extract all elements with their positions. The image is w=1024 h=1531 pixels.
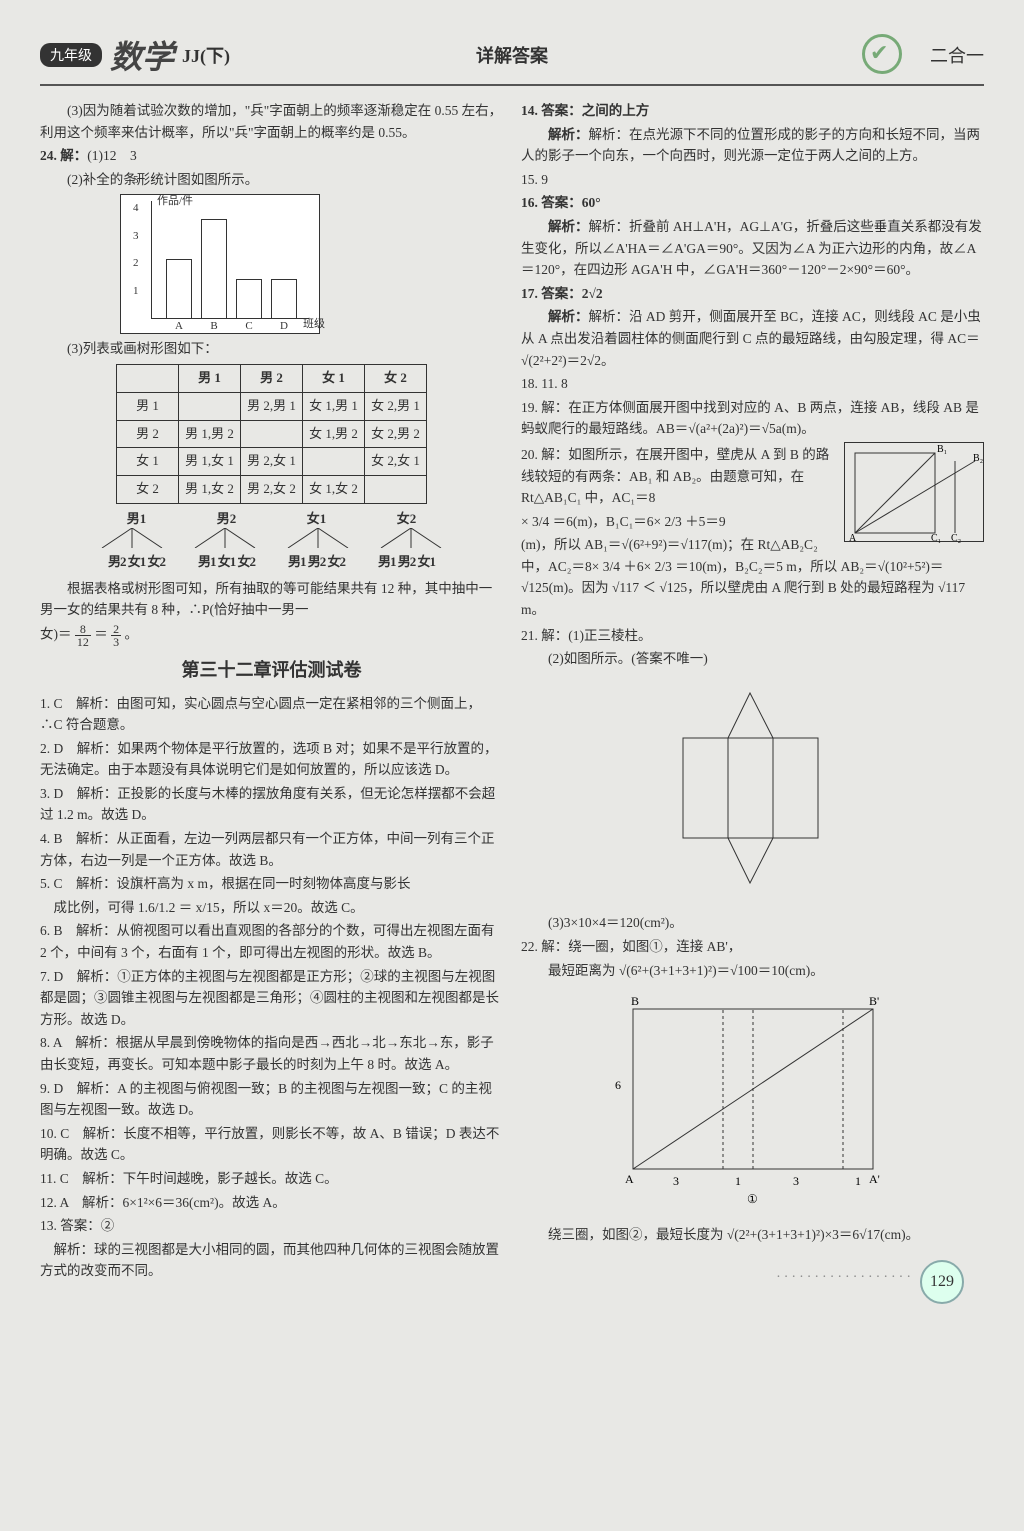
q24-2: (2)补全的条形统计图如图所示。	[40, 169, 503, 191]
outcome-table: 男 1 男 2 女 1 女 2 男 1男 2,男 1女 1,男 1女 2,男 1…	[116, 364, 427, 504]
left-column: (3)因为随着试验次数的增加，"兵"字面朝上的频率逐渐稳定在 0.55 左右，利…	[40, 98, 503, 1284]
answer-line: 7. D 解析：①正方体的主视图与左视图都是正方形；②球的主视图与左视图都是圆；…	[40, 966, 503, 1031]
q20-figure: B₁ B₂ A C₁ C₂	[844, 442, 984, 542]
q21b: (2)如图所示。(答案不唯一)	[521, 648, 984, 670]
q24-3: (3)列表或画树形图如下：	[40, 338, 503, 360]
q14-ans: 14. 答案：之间的上方	[521, 100, 984, 122]
footer-dots: ··················	[776, 1270, 914, 1286]
svg-text:B₁: B₁	[937, 444, 947, 455]
answer-line: 4. B 解析：从正面看，左边一列两层都只有一个正方体，中间一列有三个正方体，右…	[40, 828, 503, 871]
answer-line: 解析：球的三视图都是大小相同的圆，而其他四种几何体的三视图会随放置方式的改变而不…	[40, 1239, 503, 1282]
q16-ans: 16. 答案：60°	[521, 192, 984, 214]
grade-badge: 九年级	[40, 43, 102, 67]
q17-ans: 17. 答案：2√2	[521, 283, 984, 305]
q21c: (3)3×10×4＝120(cm²)。	[521, 912, 984, 934]
svg-text:A': A'	[869, 1172, 880, 1186]
answer-line: 5. C 解析：设旗杆高为 x m，根据在同一时刻物体高度与影长	[40, 873, 503, 895]
y-axis-title: 作品/件	[157, 193, 193, 211]
table-row: 男 1男 2,男 1女 1,男 1女 2,男 1	[117, 392, 427, 420]
answer-line: 1. C 解析：由图可知，实心圆点与空心圆点一定在紧相邻的三个侧面上，∴C 符合…	[40, 693, 503, 736]
svg-text:6: 6	[615, 1078, 621, 1092]
svg-text:1: 1	[735, 1174, 741, 1188]
bar-b	[201, 219, 227, 319]
center-title: 详解答案	[476, 42, 548, 68]
svg-text:B: B	[631, 994, 639, 1008]
answer-line: 9. D 解析：A 的主视图与俯视图一致；B 的主视图与左视图一致；C 的主视图…	[40, 1078, 503, 1121]
page-header: 九年级 数学 JJ(下) 详解答案 ✔ 二合一	[40, 30, 984, 86]
answer-line: 3. D 解析：正投影的长度与木棒的摆放角度有关系，但无论怎样摆都不会超过 1.…	[40, 783, 503, 826]
chapter-title: 第三十二章评估测试卷	[40, 656, 503, 685]
combo-label: 二合一	[930, 42, 984, 68]
q22b: 最短距离为 √(6²+(3+1+3+1)²)＝√100＝10(cm)。	[521, 960, 984, 982]
q15: 15. 9	[521, 169, 984, 191]
q21a: 21. 解：(1)正三棱柱。	[521, 625, 984, 647]
table-row: 女 1男 1,女 1男 2,女 1女 2,女 1	[117, 448, 427, 476]
bar-d	[271, 279, 297, 319]
q18: 18. 11. 8	[521, 373, 984, 395]
chapter-answers: 1. C 解析：由图可知，实心圆点与空心圆点一定在紧相邻的三个侧面上，∴C 符合…	[40, 693, 503, 1282]
answer-line: 成比例，可得 1.6/1.2 ＝ x/15，所以 x＝20。故选 C。	[40, 897, 503, 919]
tree-diagram: 男1男2女1女2 男2 女1 女2男1 女1 女2男1 男2 女2男1 男2 女…	[40, 510, 503, 572]
answer-line: 2. D 解析：如果两个物体是平行放置的，选项 B 对；如果不是平行放置的，无法…	[40, 738, 503, 781]
content-columns: (3)因为随着试验次数的增加，"兵"字面朝上的频率逐渐稳定在 0.55 左右，利…	[40, 98, 984, 1284]
prism-net-figure	[653, 678, 853, 905]
q20-block: B₁ B₂ A C₁ C₂ 20. 解：如图所示，在展开图中，壁虎从 A 到 B…	[521, 442, 984, 623]
svg-text:1: 1	[855, 1174, 861, 1188]
answer-line: 6. B 解析：从俯视图可以看出直观图的各部分的个数，可得出左视图左面有 2 个…	[40, 920, 503, 963]
bar-chart: 作品/件 班级 1 2 3 4 5 A B C D	[120, 194, 320, 334]
answer-line: 8. A 解析：根据从早晨到傍晚物体的指向是西→西北→北→东北→东，影子由长变短…	[40, 1032, 503, 1075]
svg-text:C₁: C₁	[931, 533, 941, 543]
subject-title: 数学	[110, 32, 174, 78]
q16-expl: 解析：解析：折叠前 AH⊥A'H，AG⊥A'G，折叠后这些垂直关系都没有发生变化…	[521, 216, 984, 281]
edition-label: JJ(下)	[182, 42, 230, 68]
svg-text:A: A	[849, 533, 857, 543]
q23-expl: (3)因为随着试验次数的增加，"兵"字面朝上的频率逐渐稳定在 0.55 左右，利…	[40, 100, 503, 143]
q19: 19. 解：在正方体侧面展开图中找到对应的 A、B 两点，连接 AB，线段 AB…	[521, 397, 984, 440]
tree-conclusion-2: 女)＝ 812 ＝ 23 。	[40, 623, 503, 648]
q22-figure: B B' A A' 6 3 1 3 1 ①	[603, 989, 903, 1216]
svg-text:B': B'	[869, 994, 879, 1008]
table-row: 男 2男 1,男 2女 1,男 2女 2,男 2	[117, 420, 427, 448]
right-column: 14. 答案：之间的上方 解析：解析：在点光源下不同的位置形成的影子的方向和长短…	[521, 98, 984, 1284]
q14-expl: 解析：解析：在点光源下不同的位置形成的影子的方向和长短不同，当两人的影子一个向东…	[521, 124, 984, 167]
q22c: 绕三圈，如图②，最短长度为 √(2²+(3+1+3+1)²)×3＝6√17(cm…	[521, 1224, 984, 1246]
page-number: 129	[920, 1260, 964, 1304]
q22a: 22. 解：绕一圈，如图①，连接 AB'，	[521, 936, 984, 958]
answer-line: 10. C 解析：长度不相等，平行放置，则影长不等，故 A、B 错误；D 表达不…	[40, 1123, 503, 1166]
svg-text:①: ①	[747, 1192, 758, 1206]
tree-conclusion-1: 根据表格或树形图可知，所有抽取的等可能结果共有 12 种，其中抽中一男一女的结果…	[40, 578, 503, 621]
answer-line: 11. C 解析：下午时间越晚，影子越长。故选 C。	[40, 1168, 503, 1190]
page: 九年级 数学 JJ(下) 详解答案 ✔ 二合一 (3)因为随着试验次数的增加，"…	[0, 0, 1024, 1314]
svg-text:A: A	[625, 1172, 634, 1186]
svg-text:C₂: C₂	[951, 533, 961, 543]
answer-line: 13. 答案：②	[40, 1215, 503, 1237]
table-row: 女 2男 1,女 2男 2,女 2女 1,女 2	[117, 476, 427, 504]
q17-expl: 解析：解析：沿 AD 剪开，侧面展开至 BC，连接 AC，则线段 AC 是小虫从…	[521, 306, 984, 371]
q24-label: 24. 解：(1)12 3	[40, 145, 503, 167]
bar-c	[236, 279, 262, 319]
svg-text:3: 3	[793, 1174, 799, 1188]
svg-text:B₂: B₂	[973, 453, 983, 464]
stamp-icon: ✔	[856, 30, 916, 80]
bar-a	[166, 259, 192, 319]
svg-text:3: 3	[673, 1174, 679, 1188]
answer-line: 12. A 解析：6×1²×6＝36(cm²)。故选 A。	[40, 1192, 503, 1214]
